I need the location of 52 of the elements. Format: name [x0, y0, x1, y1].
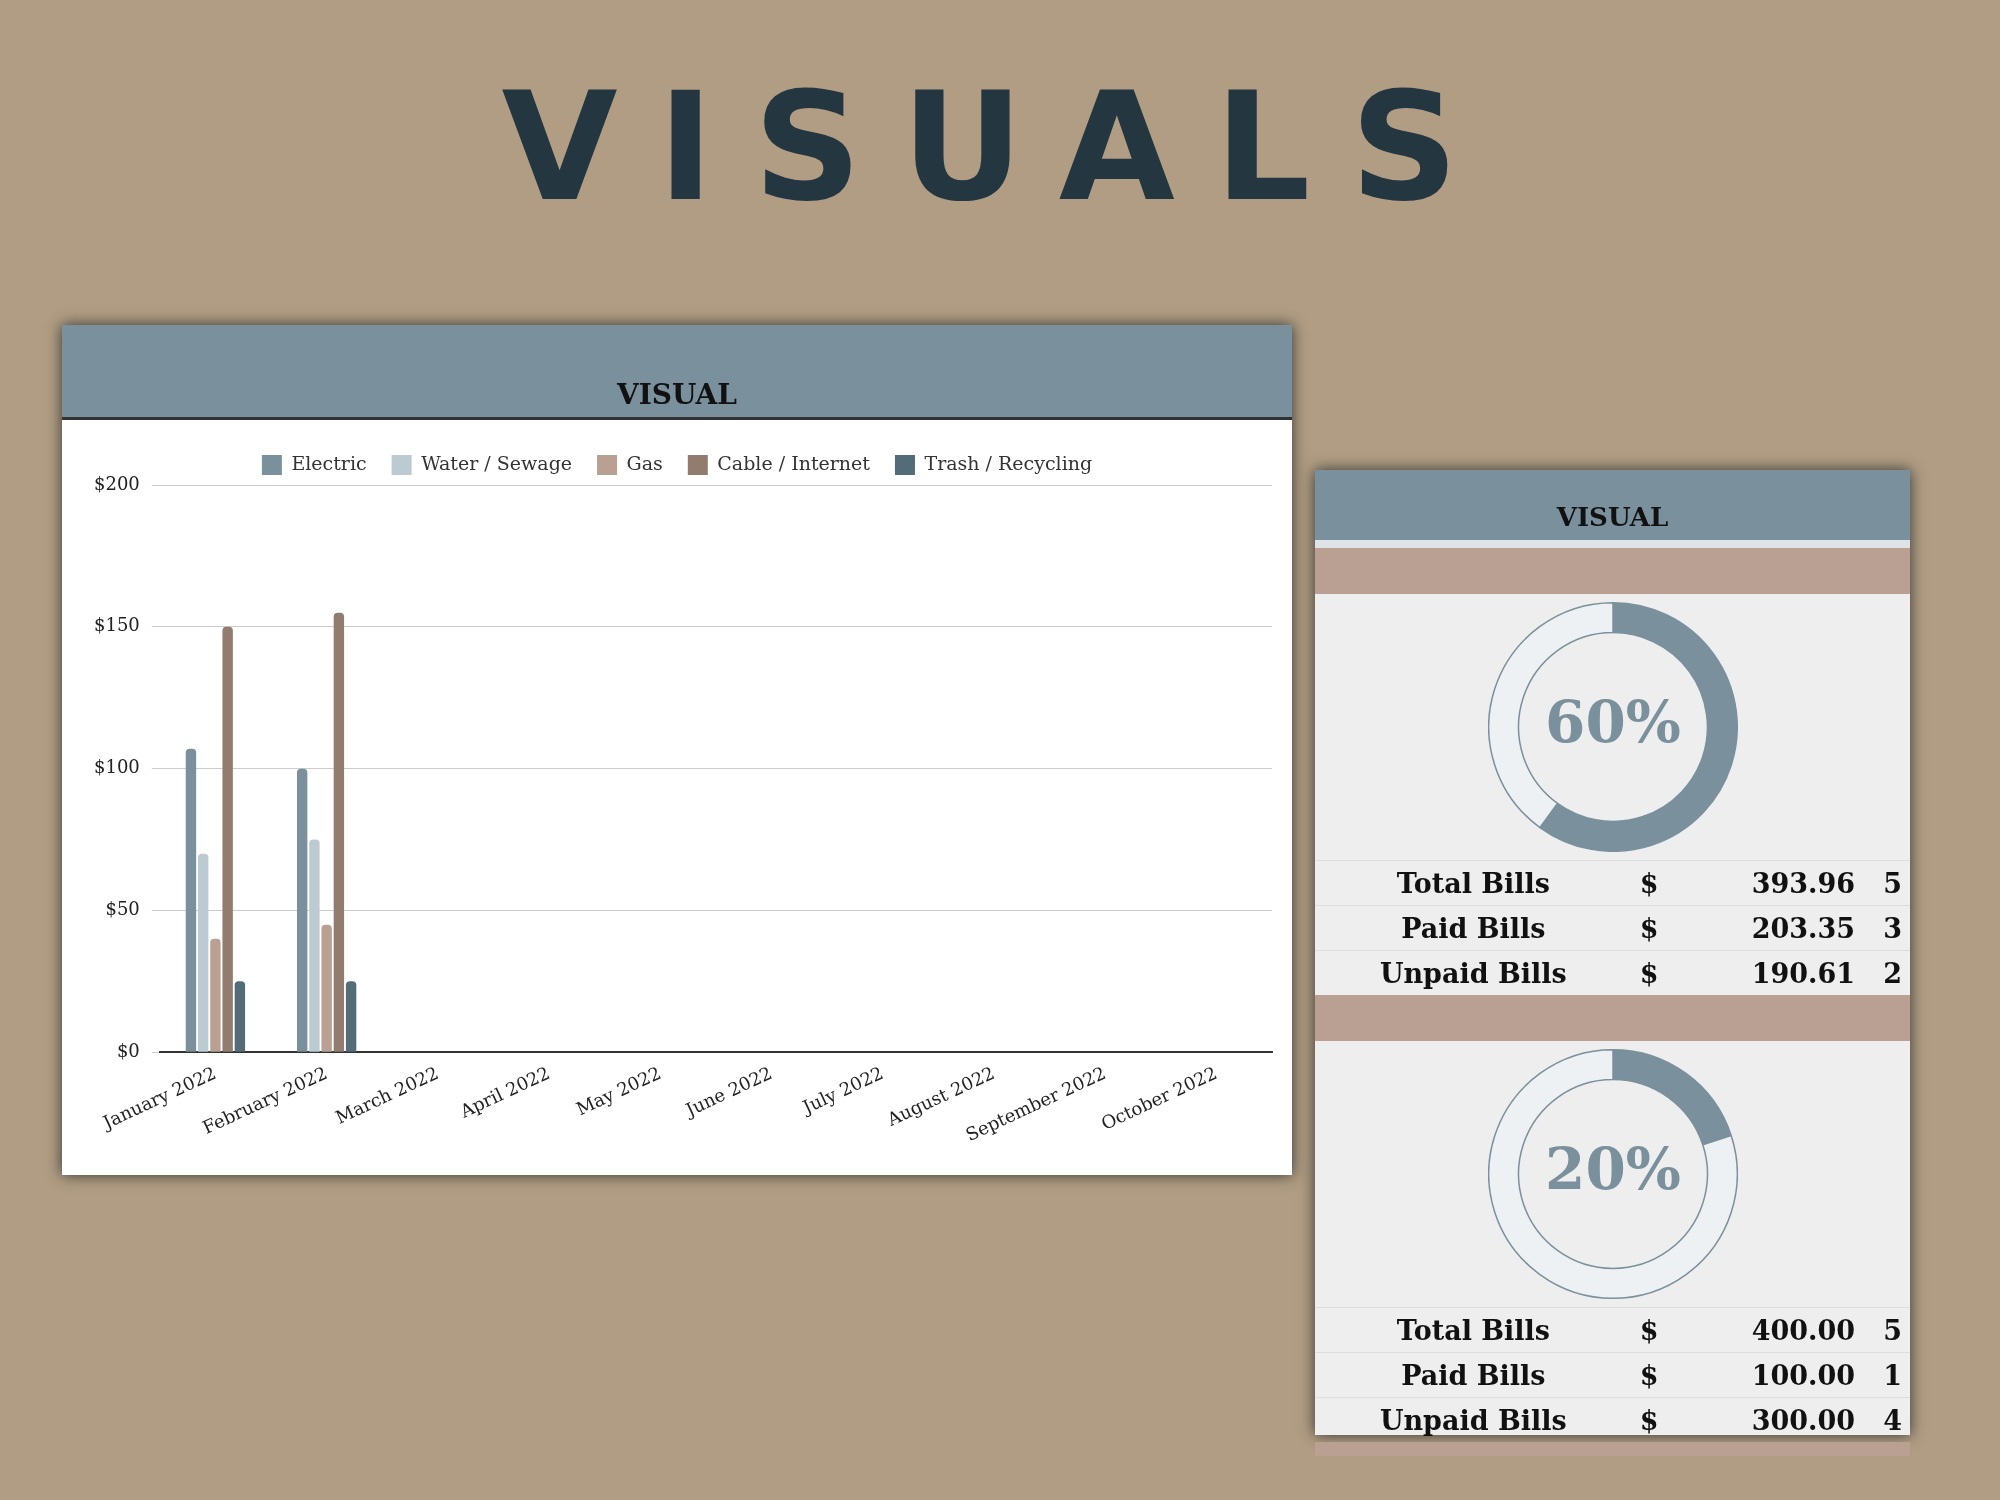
legend-label: Electric — [291, 451, 367, 474]
text: 5 — [1875, 1307, 1910, 1353]
y-tick-label: $150 — [94, 614, 140, 636]
bar — [185, 748, 197, 1052]
bar — [234, 981, 246, 1052]
x-tick-label: July 2022 — [797, 1061, 887, 1119]
text: 393.96 — [1666, 860, 1876, 906]
text: 5 — [1875, 860, 1910, 906]
bar — [333, 612, 345, 1052]
chart-subtitle: VISUAL — [62, 325, 1292, 420]
text: 60% — [1544, 688, 1681, 757]
y-tick-label: $50 — [105, 898, 140, 920]
text: 1 — [1875, 1352, 1910, 1398]
text: Paid Bills — [1315, 1352, 1632, 1398]
text: Unpaid Bills — [1315, 1397, 1632, 1442]
text: 190.61 — [1666, 950, 1876, 995]
text: Total Bills — [1315, 860, 1632, 906]
text: $ — [1631, 1352, 1667, 1398]
legend-label: Water / Sewage — [421, 451, 573, 474]
text: $ — [1631, 905, 1667, 951]
text: 300.00 — [1666, 1397, 1876, 1442]
text: 2 — [1875, 950, 1910, 995]
legend-label: Cable / Internet — [717, 451, 871, 474]
bar — [321, 924, 332, 1052]
bar — [210, 938, 221, 1052]
x-tick-label: June 2022 — [680, 1061, 776, 1121]
x-tick-label: May 2022 — [572, 1061, 664, 1120]
bar — [197, 853, 209, 1052]
text: $ — [1631, 950, 1667, 995]
text: 400.00 — [1666, 1307, 1876, 1353]
chart-title: VISUALS — [500, 60, 1500, 234]
bar — [345, 981, 357, 1052]
y-tick-label: $200 — [94, 472, 140, 494]
text: $ — [1631, 1307, 1667, 1353]
text: $ — [1631, 860, 1667, 906]
text: 3 — [1875, 905, 1910, 951]
chart-title: VISUAL — [1315, 470, 1910, 548]
y-tick-label: $100 — [94, 756, 140, 778]
text: $ — [1631, 1397, 1667, 1442]
bar — [296, 768, 308, 1052]
text: 20% — [1544, 1135, 1681, 1204]
text: 203.35 — [1666, 905, 1876, 951]
text: 4 — [1875, 1397, 1910, 1442]
bar — [222, 626, 233, 1052]
y-tick-label: $0 — [116, 1039, 140, 1061]
legend-label: Gas — [626, 451, 663, 474]
text: 100.00 — [1666, 1352, 1876, 1398]
text: Unpaid Bills — [1315, 950, 1632, 995]
text: Paid Bills — [1315, 905, 1632, 951]
bar — [309, 839, 320, 1052]
legend-label: Trash / Recycling — [924, 451, 1093, 474]
text: Total Bills — [1315, 1307, 1632, 1353]
